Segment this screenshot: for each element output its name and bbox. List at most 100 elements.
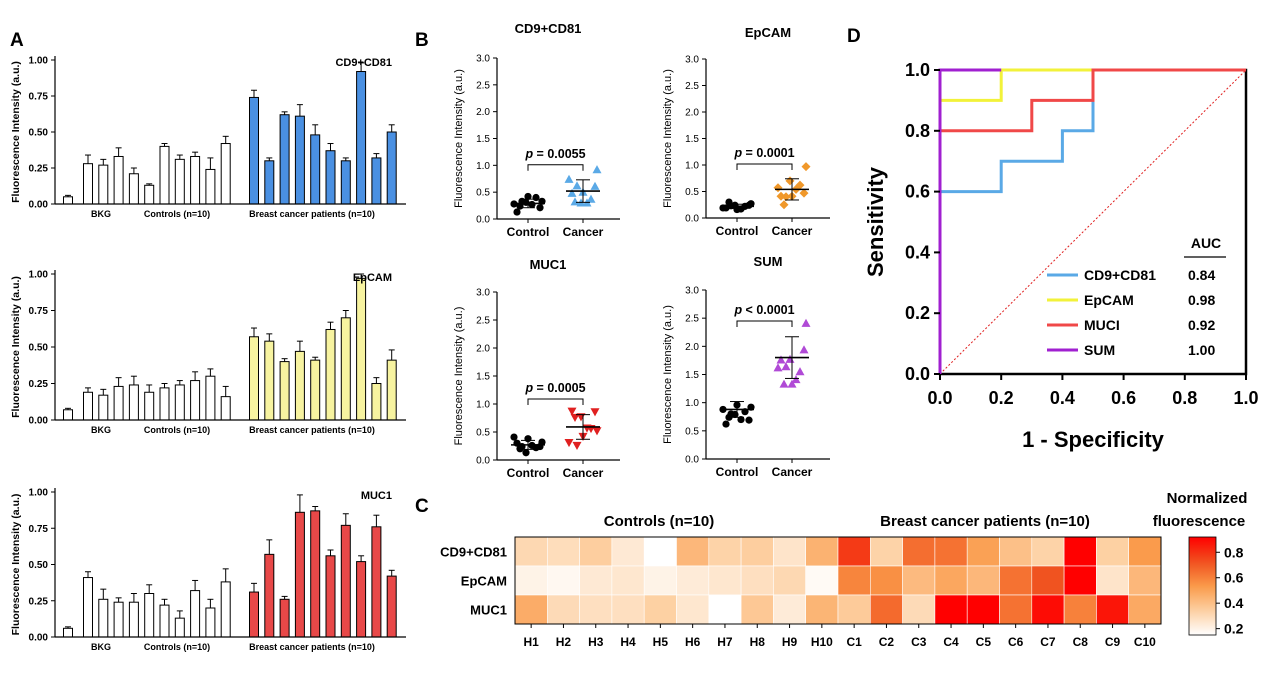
column-label: H6 (685, 635, 701, 649)
group-label-controls: Controls (n=10) (144, 425, 210, 435)
data-point (522, 449, 530, 457)
group-label-cancer: Breast cancer patients (n=10) (249, 209, 375, 219)
x-tick-label: 0.2 (989, 388, 1014, 408)
heatmap-cell (1096, 565, 1130, 596)
p-value: p < 0.0001 (733, 303, 794, 317)
row-label: CD9+CD81 (440, 545, 507, 560)
panel-label-d: D (847, 26, 861, 47)
heatmap-cell (902, 594, 936, 625)
bar-control (205, 375, 216, 421)
y-tick-label: 0.0 (476, 456, 490, 467)
p-value-rest: < 0.0001 (742, 303, 795, 317)
bar-cancer (310, 134, 321, 205)
y-tick-label: 0.00 (29, 416, 49, 427)
data-point (801, 318, 811, 327)
data-point (592, 427, 602, 436)
heatmap-cell (999, 565, 1033, 596)
heatmap-cell (708, 565, 742, 596)
heatmap-cell (643, 594, 677, 625)
bar-cancer (356, 71, 367, 205)
data-point (779, 200, 789, 210)
scatter-sum: SUM 0.0 0.5 1.0 1.5 2.0 2.5 3.0 Fluorescence Int… (662, 254, 830, 479)
y-tick-label: 1.5 (476, 372, 490, 383)
y-tick-label: 0.4 (905, 242, 930, 262)
legend-item: MUCI 0.92 (1047, 317, 1215, 333)
data-point (795, 367, 805, 376)
legend-item: CD9+CD81 0.84 (1047, 267, 1215, 283)
data-point (776, 355, 786, 364)
heatmap-cell (676, 565, 710, 596)
bar-cancer (310, 510, 321, 638)
chart-title: EpCAM (353, 272, 392, 284)
bar-control (83, 577, 93, 638)
significance-bracket (527, 398, 584, 405)
bar-control (190, 380, 201, 421)
scatter-epcam: EpCAM 0.0 0.5 1.0 1.5 2.0 2.5 3.0 Fluorescence I… (662, 25, 830, 238)
colorbar (1188, 536, 1217, 636)
y-tick-label: 0.50 (29, 128, 49, 139)
bar-bkg (63, 627, 73, 638)
column-label: C3 (911, 635, 927, 649)
column-label: H2 (556, 635, 572, 649)
heatmap-cell (869, 565, 903, 596)
y-tick-label: 1.00 (29, 488, 49, 499)
bar-cancer (264, 340, 275, 421)
colorbar-title-line1: Normalized (1167, 490, 1248, 507)
heatmap-cell (1063, 565, 1097, 596)
p-value: p = 0.0001 (733, 146, 794, 160)
data-point (722, 420, 730, 428)
data-point (564, 439, 574, 448)
bar-control (205, 168, 216, 205)
bar-control (174, 158, 185, 205)
bar-cancer (325, 150, 336, 205)
y-tick-label: 1.0 (685, 398, 699, 409)
y-tick-label: 0.8 (905, 121, 930, 141)
heatmap-cell (579, 594, 613, 625)
bar-cancer (249, 336, 259, 421)
bar-control (113, 601, 124, 638)
group-label-bkg: BKG (91, 642, 111, 652)
x-tick-label: 1.0 (1233, 388, 1258, 408)
data-point (590, 181, 600, 190)
data-point (516, 445, 524, 453)
heatmap-cell (676, 594, 710, 625)
y-tick-label: 1.00 (29, 270, 49, 281)
data-point (779, 379, 789, 388)
heatmap-cell (966, 565, 1000, 596)
heatmap-cell (514, 565, 548, 596)
y-tick-label: 0.75 (29, 92, 49, 103)
heatmap-cell (934, 565, 968, 596)
y-tick-label: 0.00 (29, 200, 49, 211)
p-value-symbol: p (733, 146, 742, 160)
data-point (567, 407, 577, 416)
y-tick-label: 1.0 (685, 161, 699, 172)
heatmap-cell (934, 594, 968, 625)
legend-label: MUCI (1084, 317, 1120, 333)
row-label: EpCAM (461, 574, 507, 589)
heatmap-cell (805, 536, 839, 567)
y-tick-label: 0.25 (29, 164, 49, 175)
x-tick-label: Cancer (563, 225, 604, 239)
data-point (524, 192, 532, 201)
chart-title: MUC1 (361, 490, 392, 502)
x-tick-label: Control (716, 224, 759, 238)
bar-control (128, 601, 139, 638)
legend-auc: 0.84 (1188, 267, 1215, 283)
heatmap-cell (546, 565, 580, 596)
data-point (799, 188, 809, 198)
heatmap-cell (740, 565, 774, 596)
panel-c-heatmap: Controls (n=10) Breast cancer patients (n… (440, 490, 1247, 649)
y-axis-label: Fluorescence Intensity (a.u.) (10, 494, 22, 636)
bar-cancer (294, 350, 305, 421)
y-tick-label: 1.0 (476, 161, 490, 172)
bar-control (113, 385, 124, 421)
bar-cancer (371, 157, 382, 205)
y-tick-label: 0.50 (29, 343, 49, 354)
y-tick-label: 0.6 (905, 182, 930, 202)
column-label: C10 (1134, 635, 1156, 649)
bar-control (83, 163, 93, 205)
legend-label: SUM (1084, 342, 1115, 358)
legend-label: EpCAM (1084, 292, 1134, 308)
panel-label-c: C (415, 496, 429, 517)
heatmap-cell (579, 536, 613, 567)
